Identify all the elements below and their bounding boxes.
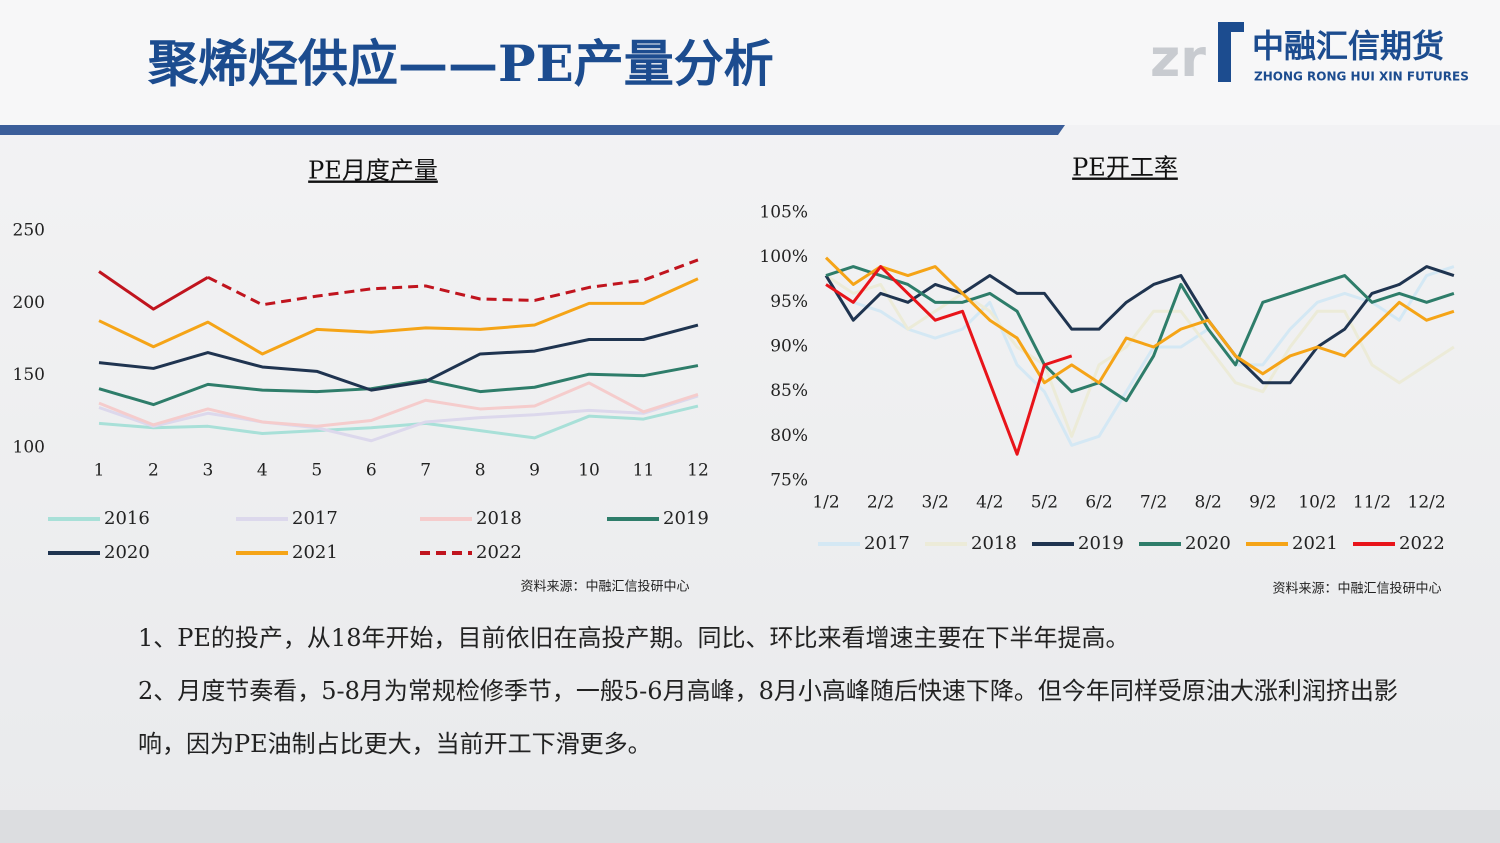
x-tick-label: 3/2 <box>922 493 949 513</box>
y-tick-label: 85% <box>770 381 808 401</box>
y-tick-label: 105% <box>759 203 808 223</box>
series-line <box>825 265 1073 456</box>
x-tick-label: 7 <box>420 461 431 481</box>
slide-title: 聚烯烃供应——PE产量分析 <box>147 34 774 93</box>
header-bg <box>0 0 1500 125</box>
chart-title: PE开工率 <box>1072 154 1178 182</box>
series-line <box>824 256 1455 385</box>
x-tick-label: 11 <box>633 461 655 481</box>
x-tick-label: 10 <box>578 461 600 481</box>
logo-f <box>1218 22 1244 32</box>
x-tick-label: 4 <box>257 461 268 481</box>
y-tick-label: 100% <box>759 247 808 267</box>
legend-label: 2020 <box>104 542 150 563</box>
legend-label: 2022 <box>1399 533 1445 554</box>
x-tick-label: 6 <box>366 461 377 481</box>
header-bar <box>0 125 1065 135</box>
bullet: 2、月度节奏看，5-8月为常规检修季节，一般5-6月高峰，8月小高峰随后快速下降… <box>138 677 1398 758</box>
x-tick-label: 2 <box>148 461 159 481</box>
legend-label: 2018 <box>971 533 1017 554</box>
series-line <box>825 265 1455 447</box>
x-tick-label: 9/2 <box>1249 493 1276 513</box>
y-tick-label: 80% <box>770 426 808 446</box>
series-line <box>98 381 699 428</box>
y-tick-label: 100 <box>13 438 45 458</box>
source: 资料来源：中融汇信投研中心 <box>520 579 689 595</box>
logo-cn: 中融汇信期货 <box>1252 27 1444 65</box>
y-tick-label: 200 <box>13 293 45 313</box>
x-tick-label: 8 <box>475 461 486 481</box>
x-tick-label: 9 <box>529 461 540 481</box>
x-tick-label: 11/2 <box>1353 493 1391 513</box>
series-line <box>825 265 1455 403</box>
y-tick-label: 95% <box>770 292 808 312</box>
x-tick-label: 5/2 <box>1031 493 1058 513</box>
footer <box>0 810 1500 843</box>
legend-label: 2017 <box>864 533 910 554</box>
legend-label: 2020 <box>1185 533 1231 554</box>
series-line <box>98 394 699 443</box>
x-tick-label: 2/2 <box>867 493 894 513</box>
series-line <box>98 277 699 356</box>
legend-label: 2021 <box>292 542 338 563</box>
x-tick-label: 6/2 <box>1085 493 1112 513</box>
legend-label: 2019 <box>663 508 709 529</box>
logo-f <box>1218 22 1231 82</box>
chart-title: PE月度产量 <box>308 157 438 185</box>
series-line <box>207 258 699 307</box>
y-tick-label: 90% <box>770 337 808 357</box>
x-tick-label: 7/2 <box>1140 493 1167 513</box>
series-line <box>824 265 1455 385</box>
legend-label: 2017 <box>292 508 338 529</box>
series-line <box>98 270 209 311</box>
x-tick-label: 12 <box>687 461 709 481</box>
bullet: 1、PE的投产，从18年开始，目前依旧在高投产期。同比、环比来看增速主要在下半年… <box>138 624 1130 652</box>
legend-label: 2019 <box>1078 533 1124 554</box>
legend-label: 2018 <box>476 508 522 529</box>
source: 资料来源：中融汇信投研中心 <box>1272 581 1441 597</box>
legend-label: 2016 <box>104 508 150 529</box>
y-tick-label: 150 <box>13 365 45 385</box>
logo-en: ZHONG RONG HUI XIN FUTURES <box>1254 70 1469 84</box>
y-tick-label: 75% <box>770 471 808 491</box>
logo-mark: zr <box>1150 29 1206 89</box>
x-tick-label: 1 <box>94 461 105 481</box>
x-tick-label: 3 <box>202 461 213 481</box>
x-tick-label: 8/2 <box>1195 493 1222 513</box>
x-tick-label: 5 <box>311 461 322 481</box>
series-line <box>98 404 699 440</box>
y-tick-label: 250 <box>13 221 45 241</box>
series-line <box>98 323 699 392</box>
x-tick-label: 10/2 <box>1298 493 1336 513</box>
x-tick-label: 12/2 <box>1408 493 1446 513</box>
x-tick-label: 1/2 <box>812 493 839 513</box>
legend-label: 2021 <box>1292 533 1338 554</box>
x-tick-label: 4/2 <box>976 493 1003 513</box>
bullets: 1、PE的投产，从18年开始，目前依旧在高投产期。同比、环比来看增速主要在下半年… <box>138 612 1403 771</box>
legend-label: 2022 <box>476 542 522 563</box>
